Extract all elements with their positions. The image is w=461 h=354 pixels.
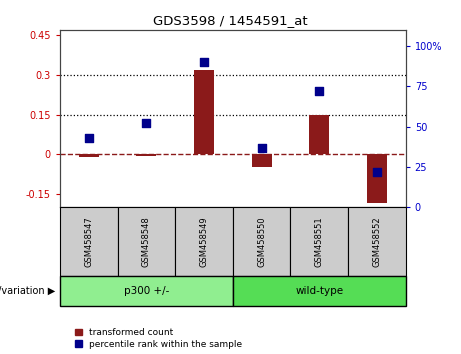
Text: GSM458551: GSM458551 bbox=[315, 216, 324, 267]
Point bbox=[200, 59, 207, 65]
Point bbox=[85, 135, 92, 141]
Point bbox=[142, 121, 150, 126]
Text: GSM458548: GSM458548 bbox=[142, 216, 151, 267]
Text: GSM458549: GSM458549 bbox=[200, 216, 208, 267]
Legend: transformed count, percentile rank within the sample: transformed count, percentile rank withi… bbox=[74, 327, 243, 349]
Bar bbox=[194, 70, 214, 154]
Bar bbox=[309, 115, 329, 154]
Text: GSM458547: GSM458547 bbox=[84, 216, 93, 267]
Text: genotype/variation ▶: genotype/variation ▶ bbox=[0, 286, 55, 296]
Point bbox=[373, 169, 381, 175]
Point bbox=[258, 145, 266, 150]
Bar bbox=[79, 154, 99, 157]
Text: wild-type: wild-type bbox=[295, 286, 343, 296]
Text: GSM458550: GSM458550 bbox=[257, 216, 266, 267]
Text: p300 +/-: p300 +/- bbox=[124, 286, 169, 296]
Bar bbox=[136, 154, 156, 155]
Bar bbox=[252, 154, 272, 167]
Point bbox=[315, 88, 323, 94]
Text: GDS3598 / 1454591_at: GDS3598 / 1454591_at bbox=[153, 14, 308, 27]
Text: GSM458552: GSM458552 bbox=[372, 216, 381, 267]
Bar bbox=[367, 154, 387, 203]
